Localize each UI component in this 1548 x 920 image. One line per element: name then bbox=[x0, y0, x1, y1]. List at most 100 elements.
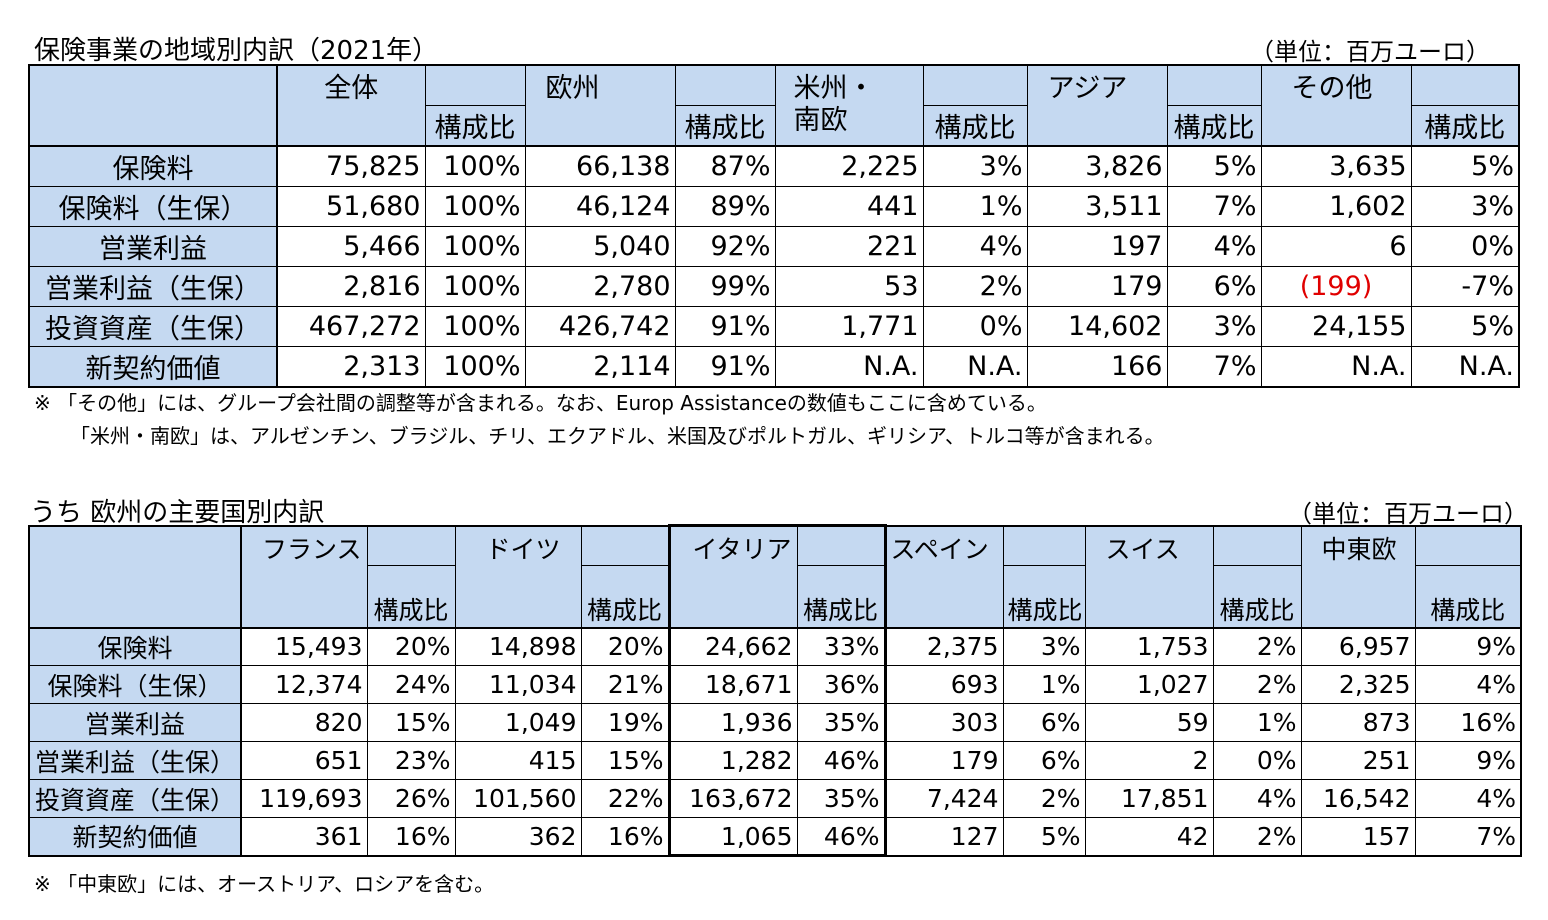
ratio-cell: 3% bbox=[922, 145, 1028, 187]
ratio-cell: 20% bbox=[366, 627, 456, 666]
table-row: 投資資産（生保） 467,272 100% 426,742 91% 1,771 0% 14,6… bbox=[28, 305, 1520, 347]
ratio-cell: 0% bbox=[1212, 741, 1302, 780]
value-cell: 426,742 bbox=[524, 305, 676, 347]
row-label: 投資資産（生保） bbox=[28, 305, 278, 347]
value-cell: 7,424 bbox=[884, 779, 1004, 818]
row-label: 新契約価値 bbox=[28, 345, 278, 387]
col-header-other: その他 bbox=[1260, 64, 1412, 105]
value-cell: 5,466 bbox=[276, 225, 426, 267]
value-cell: 251 bbox=[1300, 741, 1416, 780]
value-cell: 221 bbox=[774, 225, 924, 267]
table-row: 営業利益（生保） 2,816 100% 2,780 99% 53 2% 179 6% (199) -… bbox=[28, 265, 1520, 307]
table-row: 投資資産（生保） 119,693 26% 101,560 22% 163,672 35% 7,… bbox=[28, 779, 1522, 818]
ratio-cell: 15% bbox=[580, 741, 670, 780]
value-cell: 1,753 bbox=[1084, 627, 1214, 666]
ratio-cell: 6% bbox=[1166, 265, 1262, 307]
ratio-cell: 5% bbox=[1410, 145, 1520, 187]
table2-title: うち 欧州の主要国別内訳 bbox=[30, 498, 325, 528]
value-cell: 2 bbox=[1084, 741, 1214, 780]
ratio-cell: 35% bbox=[796, 703, 887, 742]
row-label: 営業利益（生保） bbox=[28, 265, 278, 307]
ratio-cell: 3% bbox=[1410, 185, 1520, 227]
ratio-cell: 9% bbox=[1414, 627, 1522, 666]
value-cell: 14,602 bbox=[1026, 305, 1168, 347]
ratio-cell: 4% bbox=[1414, 779, 1522, 818]
value-cell: 651 bbox=[240, 741, 368, 780]
ratio-cell: 87% bbox=[674, 145, 776, 187]
table1-unit: （単位：百万ユーロ） bbox=[1250, 38, 1490, 66]
value-cell: 14,898 bbox=[454, 627, 582, 666]
ratio-cell: 23% bbox=[366, 741, 456, 780]
value-cell: 46,124 bbox=[524, 185, 676, 227]
ratio-header: 構成比 bbox=[1212, 565, 1302, 629]
ratio-cell: 36% bbox=[796, 665, 887, 704]
table-row: 営業利益 5,466 100% 5,040 92% 221 4% 197 4% 6 0% bbox=[28, 225, 1520, 267]
table1-title: 保険事業の地域別内訳（2021年） bbox=[34, 36, 439, 66]
value-cell: 303 bbox=[884, 703, 1004, 742]
ratio-cell: 7% bbox=[1414, 817, 1522, 856]
table-row: 新契約価値 361 16% 362 16% 1,065 46% 127 5% 42 2% 157 7% bbox=[28, 817, 1522, 857]
value-cell: 59 bbox=[1084, 703, 1214, 742]
ratio-cell: 100% bbox=[424, 305, 526, 347]
col-header-total: 全体 bbox=[276, 64, 426, 105]
value-cell: 2,225 bbox=[774, 145, 924, 187]
ratio-cell: 26% bbox=[366, 779, 456, 818]
table-row: 保険料（生保） 12,374 24% 11,034 21% 18,671 36% 693 1% 1… bbox=[28, 665, 1522, 704]
ratio-header: 構成比 bbox=[796, 565, 887, 629]
ratio-cell: 91% bbox=[674, 305, 776, 347]
value-cell: 179 bbox=[1026, 265, 1168, 307]
value-cell: 441 bbox=[774, 185, 924, 227]
ratio-cell: 92% bbox=[674, 225, 776, 267]
ratio-header: 構成比 bbox=[674, 104, 776, 147]
ratio-cell: 5% bbox=[1166, 145, 1262, 187]
value-cell: 6 bbox=[1260, 225, 1412, 267]
value-cell: 362 bbox=[454, 817, 582, 856]
value-cell: 2,325 bbox=[1300, 665, 1416, 704]
row-label: 保険料 bbox=[28, 627, 242, 666]
value-cell: 1,602 bbox=[1260, 185, 1412, 227]
value-cell: 1,936 bbox=[667, 703, 798, 742]
value-cell: 3,635 bbox=[1260, 145, 1412, 187]
value-cell: 66,138 bbox=[524, 145, 676, 187]
ratio-header: 構成比 bbox=[366, 565, 456, 629]
value-cell: 163,672 bbox=[667, 779, 798, 818]
table-row: 営業利益（生保） 651 23% 415 15% 1,282 46% 179 6% 2 0% 251 9… bbox=[28, 741, 1522, 780]
ratio-cell: 22% bbox=[580, 779, 670, 818]
value-cell: 820 bbox=[240, 703, 368, 742]
value-cell: 693 bbox=[884, 665, 1004, 704]
row-label: 営業利益 bbox=[28, 225, 278, 267]
table1-note-2: 「米州・南欧」は、アルゼンチン、ブラジル、チリ、エクアドル、米国及びポルトガル、… bbox=[70, 424, 1165, 448]
ratio-header: 構成比 bbox=[424, 104, 526, 147]
value-cell: 75,825 bbox=[276, 145, 426, 187]
value-cell: N.A. bbox=[1260, 345, 1412, 387]
row-label: 新契約価値 bbox=[28, 817, 242, 856]
ratio-cell: 4% bbox=[1212, 779, 1302, 818]
row-label: 投資資産（生保） bbox=[28, 779, 242, 818]
ratio-cell: 2% bbox=[1212, 665, 1302, 704]
ratio-cell: 100% bbox=[424, 265, 526, 307]
table-row: 保険料 75,825 100% 66,138 87% 2,225 3% 3,826 5% 3,63… bbox=[28, 145, 1520, 187]
value-cell: 18,671 bbox=[667, 665, 798, 704]
ratio-cell: 91% bbox=[674, 345, 776, 387]
header-corner bbox=[28, 64, 278, 147]
col-header-asia: アジア bbox=[1026, 64, 1168, 105]
value-cell: 157 bbox=[1300, 817, 1416, 856]
value-cell: 2,114 bbox=[524, 345, 676, 387]
col-header-germany: ドイツ bbox=[454, 525, 582, 566]
regional-breakdown-table: 全体 欧州 米州・ 南欧 アジア その他 構成比 構成比 構成比 構成比 構成比… bbox=[28, 64, 1520, 388]
ratio-cell: 100% bbox=[424, 185, 526, 227]
ratio-cell: 2% bbox=[1212, 817, 1302, 856]
ratio-cell: 6% bbox=[1002, 703, 1086, 742]
ratio-cell: 5% bbox=[1410, 305, 1520, 347]
value-cell: 5,040 bbox=[524, 225, 676, 267]
ratio-cell: 7% bbox=[1166, 345, 1262, 387]
value-cell: 1,049 bbox=[454, 703, 582, 742]
ratio-cell: 2% bbox=[1212, 627, 1302, 666]
ratio-cell: 4% bbox=[1166, 225, 1262, 267]
col-header-americas: 米州・ 南欧 bbox=[774, 64, 924, 147]
value-cell: 127 bbox=[884, 817, 1004, 856]
ratio-cell: 33% bbox=[796, 627, 887, 666]
row-label: 保険料（生保） bbox=[28, 665, 242, 704]
value-cell: 166 bbox=[1026, 345, 1168, 387]
value-cell: 3,511 bbox=[1026, 185, 1168, 227]
